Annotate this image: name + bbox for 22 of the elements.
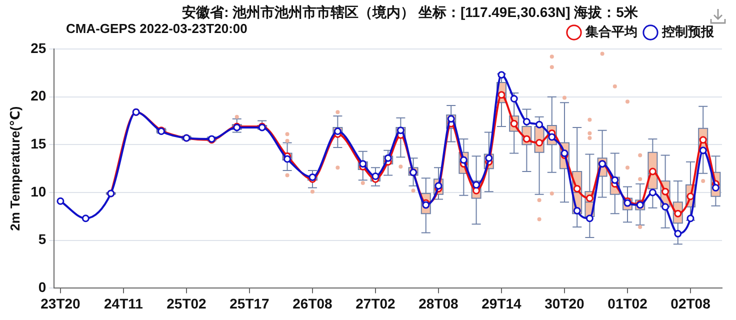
chart-subtitle: CMA-GEPS 2022-03-23T20:00 [66,21,248,36]
y-tick-label: 20 [30,88,46,104]
chart-title: 安徽省: 池州市池州市市辖区（境内） 坐标：[117.49E,30.63N] 海拔：5米 [181,4,639,22]
x-tick-label: 30T20 [544,295,585,312]
x-tick-label: 27T02 [356,295,396,312]
x-tick-label: 25T17 [230,295,270,312]
x-tick-label: 26T08 [292,295,333,312]
x-tick-label: 29T14 [482,295,522,312]
y-tick-label: 5 [38,231,46,248]
y-tick-label: 25 [30,40,46,56]
x-tick-label: 24T11 [104,295,144,312]
y-tick-label: 10 [30,183,46,200]
y-axis-title: 2m Temperature(℃) [7,106,22,231]
x-tick-label: 25T02 [166,295,207,312]
legend-label: 集合平均 [584,24,638,40]
x-tick-label: 01T02 [608,295,648,312]
x-tick-label: 28T08 [418,295,459,312]
x-tick-label: 23T20 [40,295,81,312]
x-tick-label: 02T08 [670,295,711,312]
y-tick-label: 0 [38,279,46,296]
y-tick-label: 15 [30,136,46,152]
legend-label: 控制预报 [661,24,715,40]
